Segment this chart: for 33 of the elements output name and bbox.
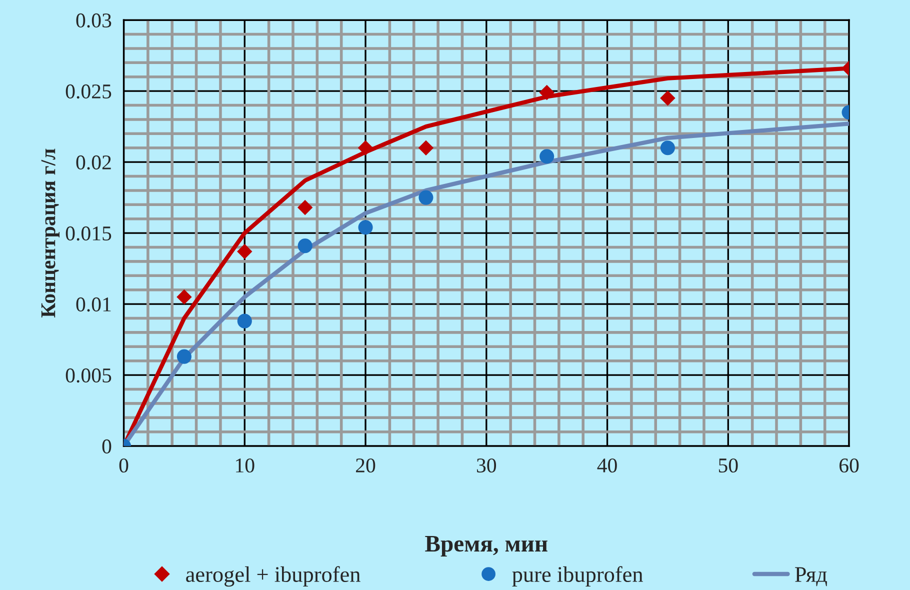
- point: [176, 349, 192, 364]
- x-tick-label: 50: [718, 458, 738, 473]
- y-axis-title: Концентрация г/л: [41, 148, 60, 318]
- point: [418, 140, 434, 156]
- point: [418, 190, 434, 205]
- legend-label: Ряд: [795, 567, 827, 586]
- x-tick-label: 40: [597, 458, 617, 473]
- y-tick-label: 0.005: [66, 368, 112, 383]
- x-tick-label: 20: [356, 458, 376, 473]
- y-tick-label: 0.01: [76, 297, 111, 312]
- y-tick-label: 0.03: [76, 13, 112, 28]
- point: [660, 90, 676, 106]
- point: [237, 244, 252, 260]
- point: [297, 200, 313, 216]
- y-tick-label: 0.015: [66, 226, 112, 241]
- point: [660, 140, 675, 156]
- legend-label: aerogel + ibuprofen: [186, 566, 360, 587]
- x-axis-title: Время, мин: [425, 536, 548, 556]
- point: [539, 84, 554, 100]
- x-tick-label: 0: [119, 458, 128, 473]
- x-tick-label: 10: [236, 458, 254, 473]
- y-tick-label: 0.02: [76, 155, 111, 170]
- point: [237, 314, 252, 328]
- legend-label: pure ibuprofen: [512, 566, 643, 587]
- point: [358, 140, 374, 156]
- y-tick-label: 0: [102, 439, 112, 454]
- point: [540, 149, 554, 164]
- point: [298, 238, 312, 254]
- point: [176, 289, 192, 305]
- x-tick-label: 30: [476, 458, 496, 473]
- y-tick-label: 0.025: [66, 84, 112, 99]
- point: [358, 220, 373, 235]
- x-tick-label: 60: [840, 458, 859, 473]
